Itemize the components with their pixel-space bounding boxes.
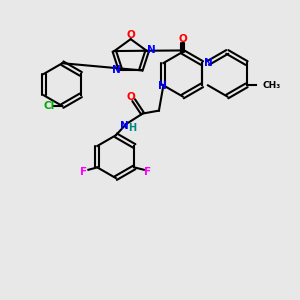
Text: N: N: [158, 81, 167, 91]
Text: H: H: [128, 123, 136, 133]
Text: O: O: [127, 92, 136, 102]
Text: N: N: [112, 65, 121, 75]
Text: O: O: [126, 30, 135, 40]
Text: N: N: [204, 58, 212, 68]
Text: N: N: [120, 121, 128, 131]
Text: F: F: [80, 167, 87, 177]
Text: F: F: [144, 167, 151, 177]
Text: CH₃: CH₃: [262, 81, 280, 90]
Text: O: O: [178, 34, 187, 44]
Text: Cl: Cl: [43, 101, 55, 111]
Text: N: N: [147, 45, 155, 55]
